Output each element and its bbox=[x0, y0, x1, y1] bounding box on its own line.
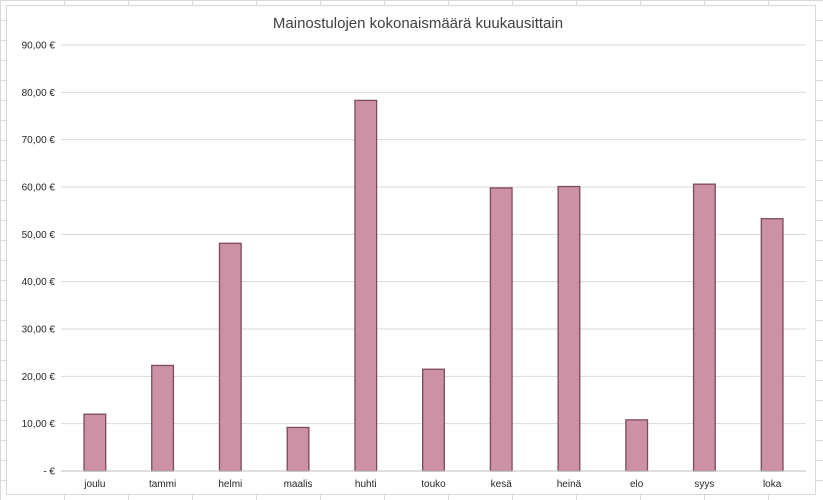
x-tick-label: syys bbox=[694, 479, 714, 490]
chart-frame: Mainostulojen kokonaismäärä kuukausittai… bbox=[6, 5, 816, 495]
bars bbox=[83, 99, 784, 472]
bar-heinä bbox=[557, 185, 581, 472]
bar-elo bbox=[625, 419, 649, 472]
gridlines bbox=[61, 44, 806, 425]
bar-touko bbox=[422, 368, 445, 472]
x-axis-tick-labels: joulu tammi helmi maalis huhti touko kesä heinä… bbox=[83, 479, 781, 490]
x-tick-label: loka bbox=[763, 479, 782, 490]
x-tick-label: huhti bbox=[355, 479, 377, 490]
x-tick-label: joulu bbox=[83, 479, 105, 490]
x-tick-label: heinä bbox=[557, 479, 582, 490]
x-tick-label: elo bbox=[630, 479, 644, 490]
y-tick-label: 60,00 € bbox=[22, 183, 56, 194]
x-tick-label: maalis bbox=[284, 479, 313, 490]
y-tick-label: 30,00 € bbox=[22, 325, 56, 336]
bar-maalis bbox=[286, 426, 310, 472]
x-tick-label: kesä bbox=[491, 479, 513, 490]
x-tick-label: helmi bbox=[218, 479, 242, 490]
bar-chart: Mainostulojen kokonaismäärä kuukausittai… bbox=[22, 15, 806, 490]
bar-loka bbox=[760, 218, 784, 472]
bar-joulu bbox=[83, 413, 107, 472]
bar-kesä bbox=[489, 187, 513, 472]
y-tick-label: 10,00 € bbox=[22, 419, 56, 430]
bar-huhti bbox=[354, 99, 378, 472]
chart-title: Mainostulojen kokonaismäärä kuukausittai… bbox=[273, 15, 563, 32]
y-tick-label: 70,00 € bbox=[22, 135, 56, 146]
y-tick-label: 50,00 € bbox=[22, 230, 56, 241]
bar-syys bbox=[692, 183, 716, 472]
y-tick-label: 80,00 € bbox=[22, 88, 56, 99]
y-tick-label: 40,00 € bbox=[22, 277, 56, 288]
y-tick-label: 90,00 € bbox=[22, 41, 56, 52]
x-tick-label: tammi bbox=[149, 479, 176, 490]
y-tick-label: - € bbox=[43, 467, 55, 478]
y-axis-tick-labels: - € 10,00 € 20,00 € 30,00 € 40,00 € 50,00 € 60… bbox=[22, 41, 56, 478]
x-tick-label: touko bbox=[421, 479, 446, 490]
bar-tammi bbox=[151, 364, 175, 472]
bar-helmi bbox=[218, 242, 242, 472]
y-tick-label: 20,00 € bbox=[22, 372, 56, 383]
